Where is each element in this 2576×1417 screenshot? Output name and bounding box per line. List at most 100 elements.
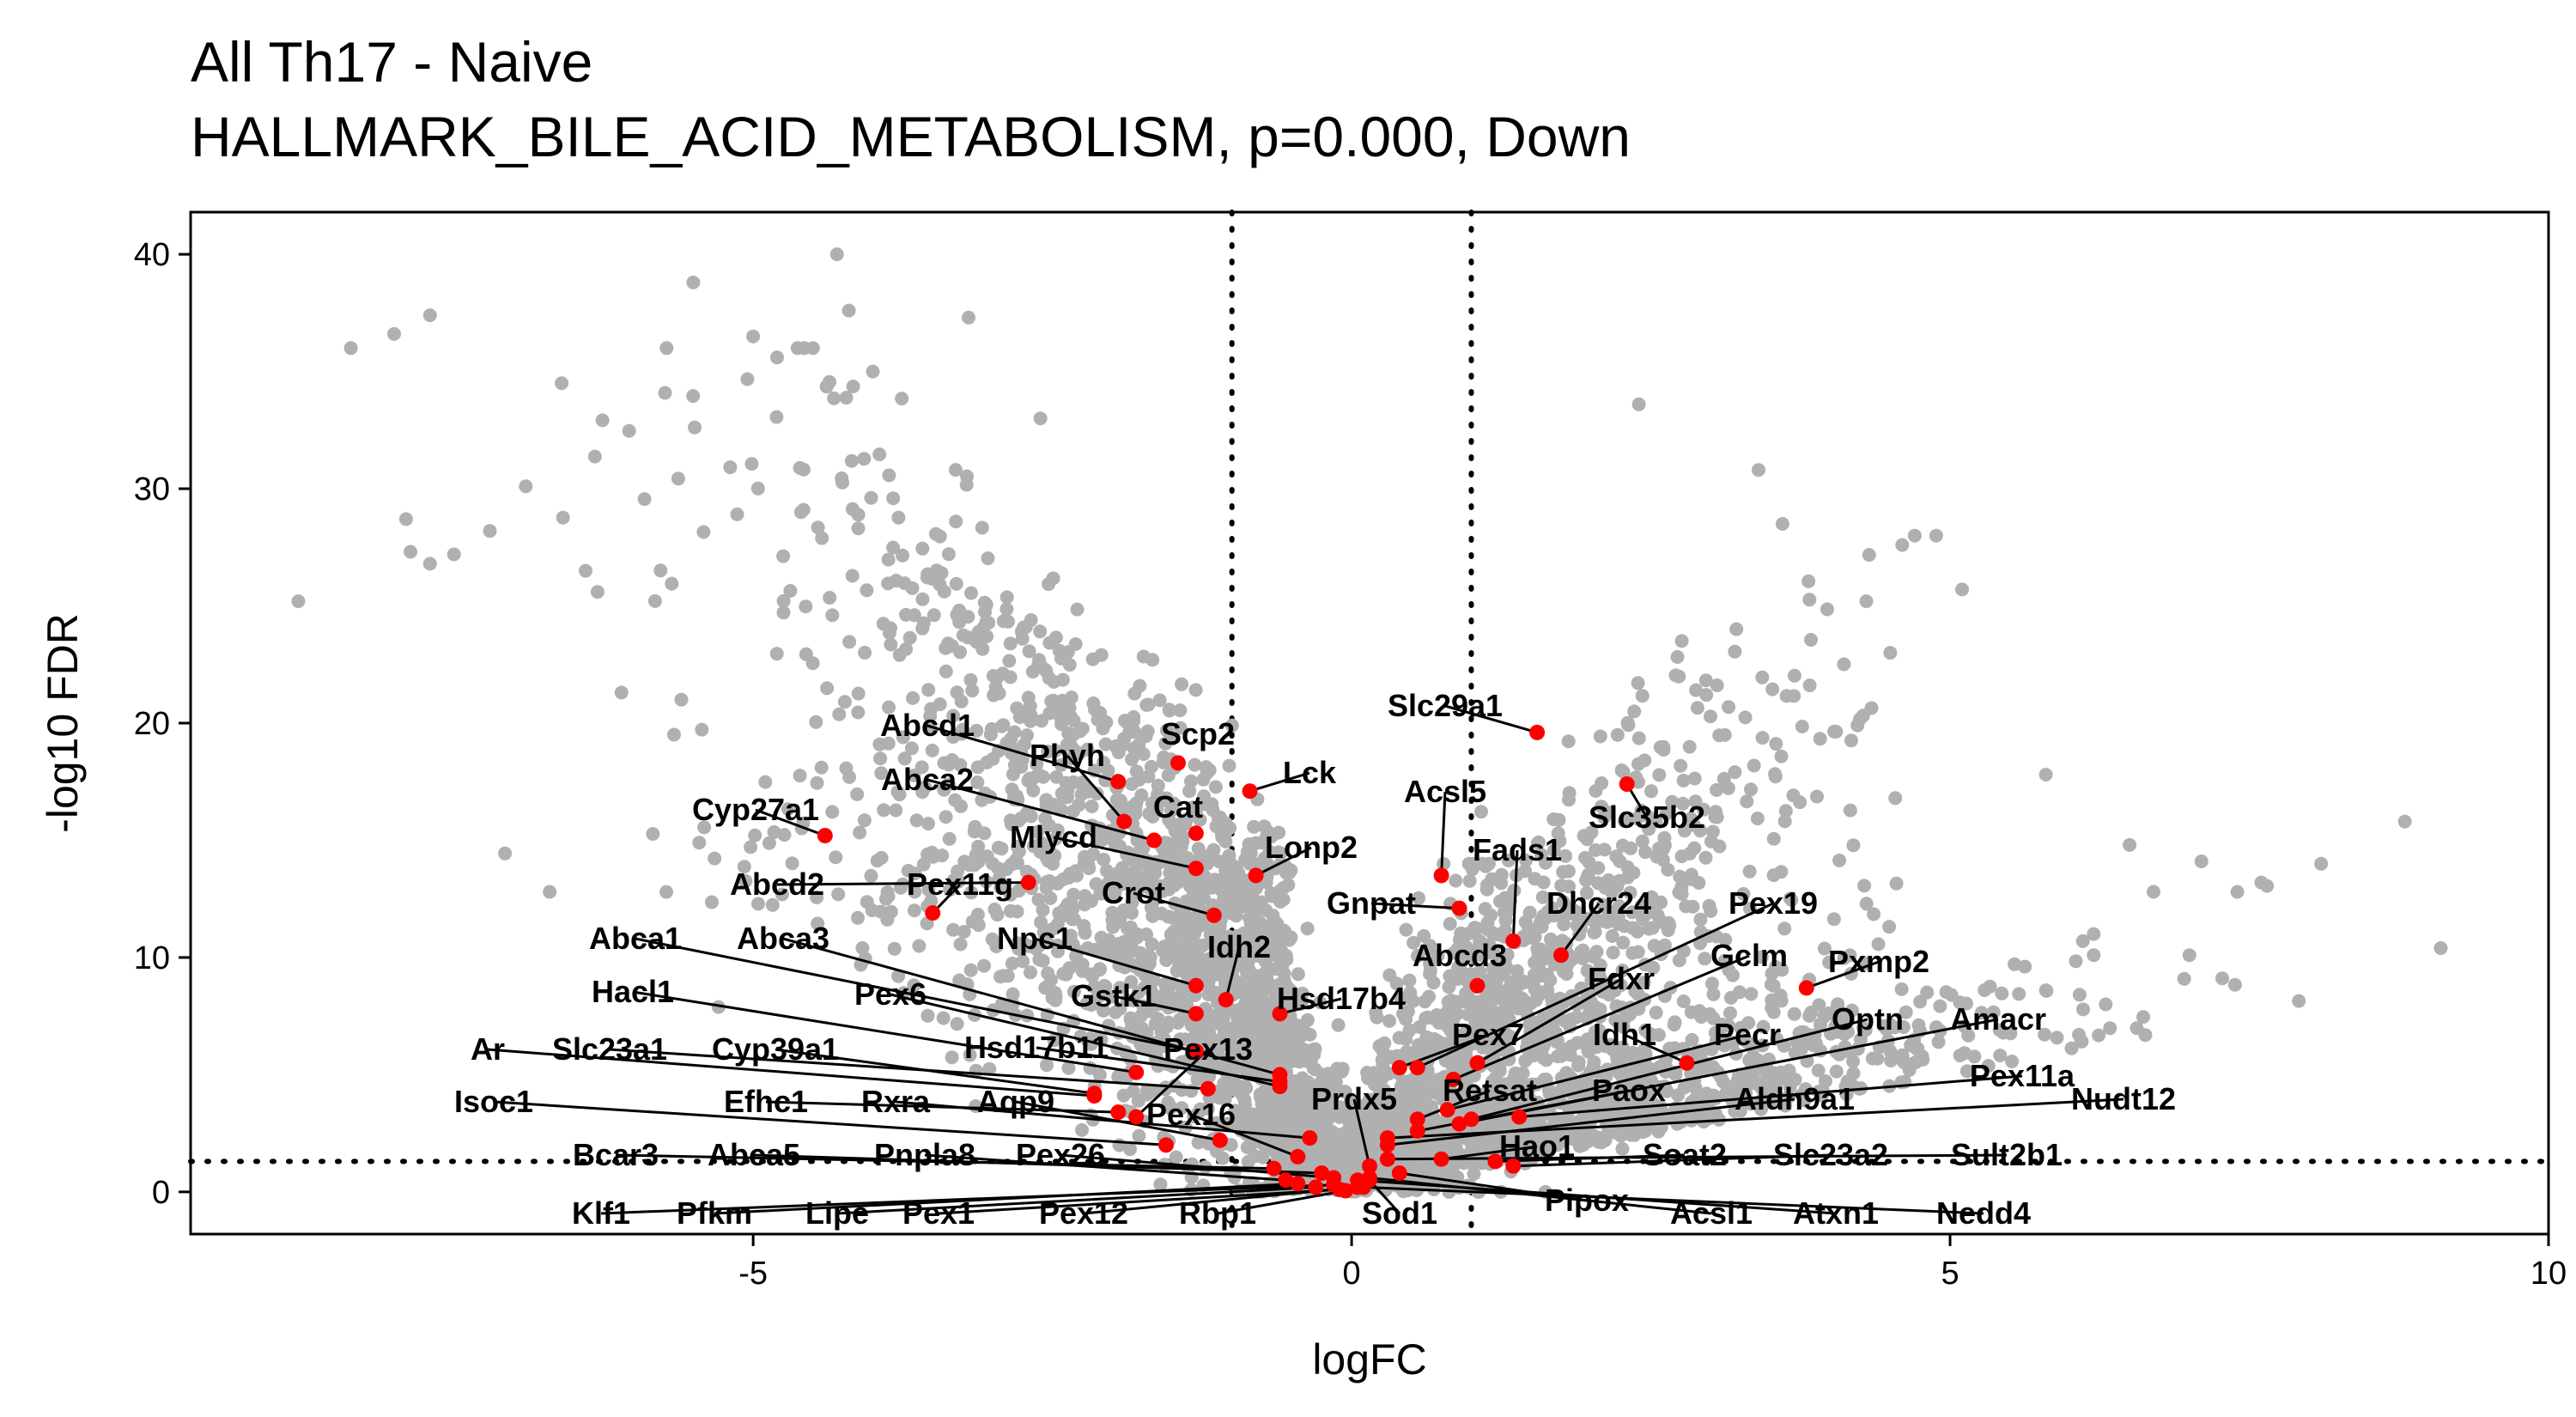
gene-label-hsd17b4: Hsd17b4 — [1277, 981, 1406, 1016]
background-point — [2182, 948, 2196, 963]
gene-label-pex16: Pex16 — [1146, 1097, 1236, 1132]
background-point — [971, 839, 986, 854]
connector-aldh9a1 — [1387, 1098, 1795, 1146]
background-point — [1690, 701, 1704, 715]
background-point — [964, 885, 979, 900]
background-point — [1022, 644, 1036, 659]
connector-hsd17b4 — [1279, 997, 1342, 1015]
background-point — [1227, 1115, 1242, 1129]
background-point — [1173, 703, 1188, 718]
background-point — [1588, 925, 1602, 940]
background-point — [965, 684, 980, 698]
background-point — [776, 549, 791, 563]
background-point — [829, 850, 843, 865]
background-point — [1211, 1033, 1225, 1048]
background-point — [1674, 849, 1689, 864]
background-point — [1180, 851, 1194, 865]
background-point — [1581, 867, 1595, 882]
background-point — [1411, 1037, 1425, 1052]
background-point — [1589, 842, 1603, 857]
background-point — [1523, 996, 1538, 1011]
background-point — [1705, 976, 1719, 991]
gene-point-optn — [1463, 1111, 1479, 1128]
gene-label-rbp1: Rbp1 — [1179, 1195, 1256, 1231]
background-point — [770, 350, 784, 365]
background-point — [1551, 826, 1565, 841]
background-point — [1710, 678, 1724, 692]
background-point — [1777, 921, 1792, 936]
y-tick-label: 20 — [134, 706, 170, 742]
background-point — [1175, 677, 1189, 691]
background-point — [1411, 949, 1425, 963]
background-point — [1635, 689, 1649, 703]
background-point — [1766, 868, 1781, 883]
connector-pex6 — [890, 993, 1280, 1088]
background-point — [696, 525, 711, 539]
background-point — [637, 492, 652, 507]
background-point — [1613, 1128, 1628, 1143]
gene-point-crot — [1206, 907, 1222, 923]
background-point — [1804, 633, 1818, 647]
connector-pfkm — [714, 1182, 1298, 1215]
background-point — [999, 736, 1014, 751]
background-point — [1676, 994, 1691, 1008]
background-point — [1131, 985, 1145, 1000]
gene-label-pex12: Pex12 — [1039, 1195, 1128, 1231]
background-point — [1623, 1007, 1637, 1022]
background-point — [1184, 1018, 1199, 1032]
background-point — [1066, 804, 1080, 818]
background-point — [1181, 872, 1194, 886]
gene-point-pex19 — [1409, 1060, 1425, 1076]
background-point — [1605, 885, 1619, 899]
background-point — [1766, 978, 1781, 993]
background-point — [899, 607, 913, 622]
background-point — [1135, 1021, 1149, 1036]
gene-point-abca2 — [1146, 832, 1163, 848]
background-point — [740, 372, 755, 386]
gene-point-aqp9 — [1212, 1132, 1228, 1148]
background-point — [1562, 793, 1576, 807]
connector-cyp39a1 — [775, 1048, 1095, 1095]
background-point — [1527, 968, 1541, 982]
background-point — [985, 932, 999, 946]
background-point — [1528, 929, 1542, 944]
background-point — [1308, 1062, 1322, 1077]
background-point — [1616, 764, 1631, 779]
background-point — [1867, 907, 1881, 921]
background-point — [1259, 830, 1273, 845]
background-point — [1271, 994, 1285, 1008]
background-point — [1485, 1044, 1499, 1059]
gene-label-mlycd: Mlycd — [1010, 819, 1097, 854]
gene-label-nedd4: Nedd4 — [1936, 1195, 2031, 1231]
background-point — [825, 805, 840, 819]
background-point — [1049, 769, 1064, 784]
background-point — [1888, 791, 1903, 806]
background-point — [1291, 967, 1305, 982]
gene-labels: Abcd1 Phyh Scp2 Lck Abca2 Cat Cyp27a1 Mlycd Lonp… — [454, 688, 2176, 1231]
gene-label-slc23a1: Slc23a1 — [552, 1031, 667, 1067]
connector-hsd17b11 — [1036, 1046, 1280, 1084]
background-point — [1352, 1141, 1366, 1156]
gene-point-pecr — [1439, 1102, 1455, 1118]
background-point — [842, 635, 857, 649]
background-point — [555, 376, 569, 391]
background-point — [1728, 765, 1742, 780]
background-point — [291, 594, 306, 609]
background-point — [2129, 1021, 2144, 1036]
background-point — [1670, 650, 1685, 664]
background-point — [751, 897, 765, 911]
background-point — [1176, 909, 1190, 923]
background-point — [1599, 1069, 1613, 1084]
background-point — [769, 410, 784, 424]
background-point — [981, 551, 995, 566]
background-point — [814, 760, 829, 775]
background-point — [1115, 877, 1128, 891]
background-point — [1026, 770, 1041, 785]
connector-phyh — [1066, 755, 1126, 823]
background-point — [1067, 912, 1081, 927]
background-point — [1139, 729, 1153, 744]
background-point — [1176, 829, 1190, 843]
gene-point-gclm — [1445, 1071, 1461, 1087]
background-point — [1687, 771, 1702, 786]
background-point — [1240, 946, 1255, 960]
